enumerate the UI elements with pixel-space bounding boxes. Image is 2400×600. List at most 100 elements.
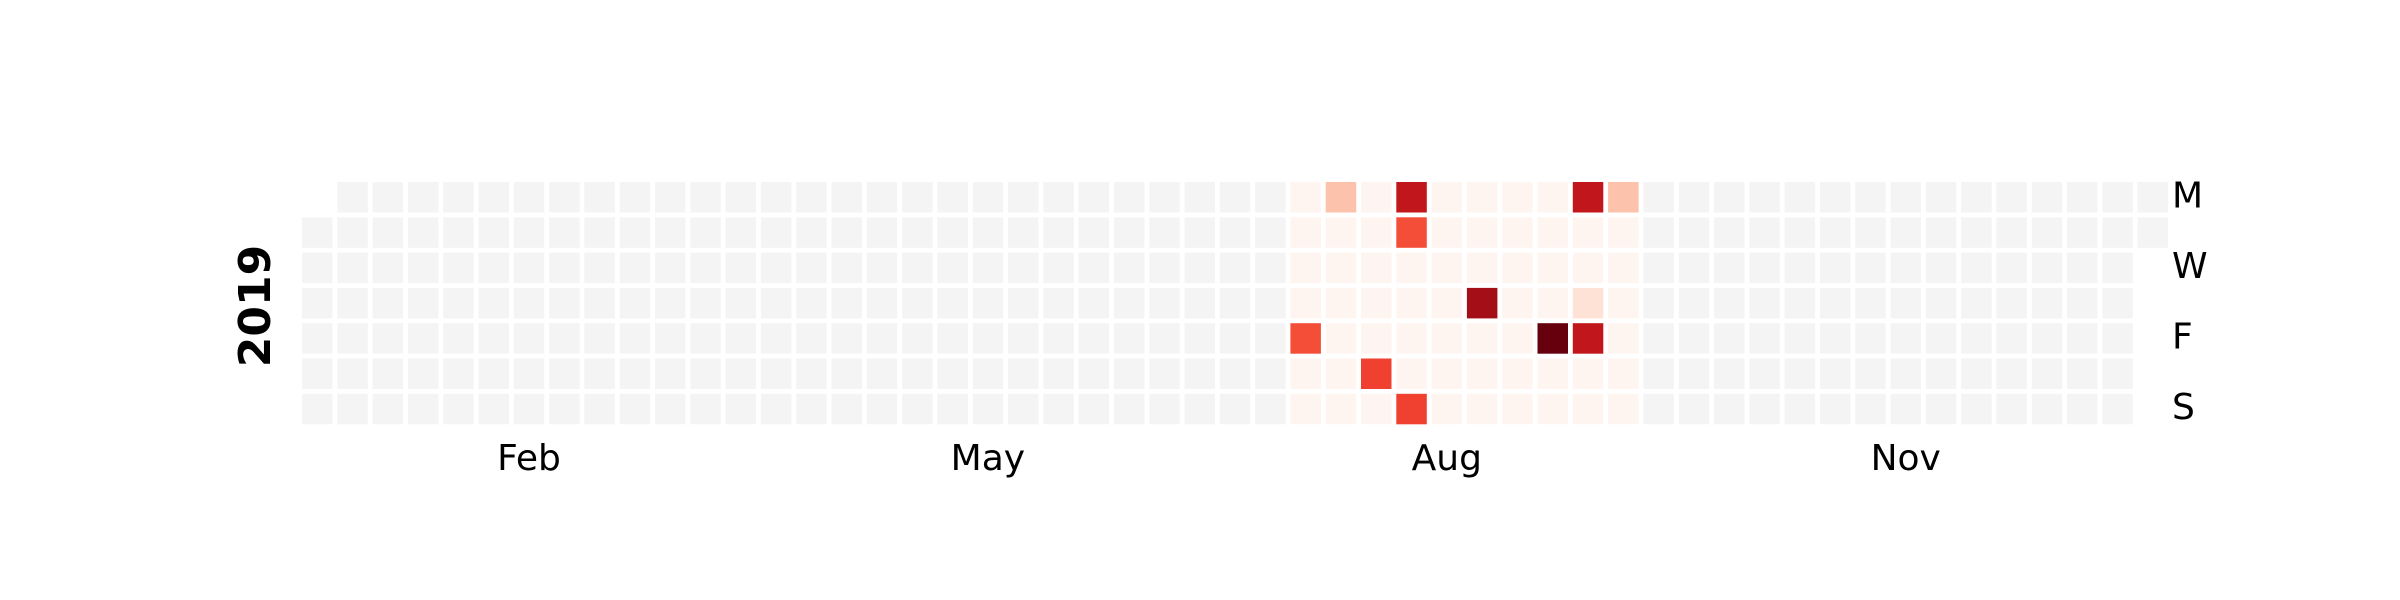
heatmap-cell xyxy=(478,323,509,354)
heatmap-cell xyxy=(655,217,686,248)
heatmap-cell xyxy=(725,182,757,213)
heatmap-cell xyxy=(1113,287,1145,319)
heatmap-cell xyxy=(725,393,757,425)
heatmap-cell xyxy=(725,287,757,319)
heatmap-cell xyxy=(1784,217,1816,248)
heatmap-cell xyxy=(1325,393,1357,425)
heatmap-cell xyxy=(1290,287,1321,319)
heatmap-cell xyxy=(690,287,721,319)
heatmap-cell xyxy=(1643,287,1674,319)
heatmap-cell xyxy=(443,217,474,248)
heatmap-cell xyxy=(902,217,933,248)
heatmap-cell xyxy=(1643,358,1674,389)
heatmap-cell xyxy=(1008,287,1039,319)
heatmap-cell xyxy=(1714,252,1745,284)
heatmap-cell xyxy=(1890,393,1921,425)
heatmap-cell xyxy=(1890,287,1921,319)
heatmap-cell xyxy=(1078,323,1110,354)
heatmap-cell xyxy=(1466,393,1498,425)
heatmap-cell xyxy=(1855,217,1886,248)
heatmap-cell xyxy=(831,182,862,213)
heatmap-cell xyxy=(513,287,545,319)
heatmap-cell xyxy=(1325,217,1357,248)
heatmap-cell xyxy=(760,323,792,354)
heatmap-cell xyxy=(972,217,1004,248)
heatmap-cell xyxy=(478,393,509,425)
heatmap-cell xyxy=(1502,287,1533,319)
heatmap-cell xyxy=(549,358,580,389)
heatmap-cell xyxy=(1043,182,1074,213)
heatmap-cell xyxy=(1184,287,1215,319)
heatmap-cell xyxy=(443,358,474,389)
heatmap-cell xyxy=(407,393,439,425)
heatmap-cell xyxy=(1149,358,1180,389)
heatmap-cell xyxy=(796,182,827,213)
heatmap-cell xyxy=(1819,252,1851,284)
heatmap-cell xyxy=(1078,252,1110,284)
heatmap-cell xyxy=(407,323,439,354)
heatmap-cell xyxy=(2067,182,2098,213)
heatmap-cell xyxy=(1890,358,1921,389)
heatmap-cell xyxy=(1325,323,1357,354)
heatmap-cell xyxy=(1078,287,1110,319)
heatmap-cell xyxy=(690,217,721,248)
heatmap-cell xyxy=(478,358,509,389)
heatmap-cell xyxy=(937,287,968,319)
heatmap-cell xyxy=(1961,217,1992,248)
heatmap-cell xyxy=(831,358,862,389)
heatmap-cell xyxy=(1043,287,1074,319)
heatmap-cell xyxy=(1996,182,2027,213)
heatmap-cell xyxy=(1855,287,1886,319)
heatmap-cell xyxy=(1608,217,1639,248)
heatmap-cell xyxy=(1502,252,1533,284)
heatmap-cell xyxy=(513,323,545,354)
heatmap-cell xyxy=(549,217,580,248)
heatmap-cell xyxy=(1325,182,1357,213)
heatmap-cell xyxy=(1466,252,1498,284)
heatmap-cell xyxy=(1855,358,1886,389)
heatmap-cell xyxy=(937,252,968,284)
heatmap-cell xyxy=(1396,217,1427,248)
heatmap-cell xyxy=(584,393,615,425)
heatmap-cell xyxy=(619,217,651,248)
heatmap-cell xyxy=(1784,182,1816,213)
heatmap-cell xyxy=(972,323,1004,354)
month-label-may: May xyxy=(951,438,1025,479)
month-label-aug: Aug xyxy=(1412,438,1482,479)
heatmap-cell xyxy=(1537,287,1568,319)
heatmap-cell xyxy=(1678,358,1710,389)
heatmap-cell xyxy=(1043,323,1074,354)
heatmap-cell xyxy=(1819,182,1851,213)
heatmap-cell xyxy=(866,182,898,213)
heatmap-cell xyxy=(584,358,615,389)
heatmap-cell xyxy=(372,287,404,319)
heatmap-cell xyxy=(1855,182,1886,213)
heatmap-cell xyxy=(1466,287,1498,319)
heatmap-cell xyxy=(2031,217,2063,248)
heatmap-cell xyxy=(619,323,651,354)
heatmap-cell xyxy=(1572,182,1604,213)
heatmap-cell xyxy=(2067,287,2098,319)
heatmap-cell xyxy=(937,393,968,425)
heatmap-cell xyxy=(1431,252,1463,284)
heatmap-cell xyxy=(372,252,404,284)
heatmap-cell xyxy=(1537,323,1568,354)
heatmap-cell xyxy=(1996,323,2027,354)
heatmap-cell xyxy=(1572,252,1604,284)
heatmap-cell xyxy=(831,393,862,425)
heatmap-cell xyxy=(796,393,827,425)
heatmap-cell xyxy=(1996,358,2027,389)
heatmap-cell xyxy=(1149,323,1180,354)
heatmap-cell xyxy=(443,287,474,319)
heatmap-cell xyxy=(1361,217,1392,248)
heatmap-cell xyxy=(2137,217,2169,248)
heatmap-cell xyxy=(1714,393,1745,425)
heatmap-cell xyxy=(937,358,968,389)
heatmap-cell xyxy=(1255,358,1286,389)
heatmap-cell xyxy=(690,393,721,425)
heatmap-cell xyxy=(1255,287,1286,319)
heatmap-cell xyxy=(796,287,827,319)
heatmap-cell xyxy=(760,358,792,389)
heatmap-cell xyxy=(760,287,792,319)
heatmap-cell xyxy=(549,323,580,354)
